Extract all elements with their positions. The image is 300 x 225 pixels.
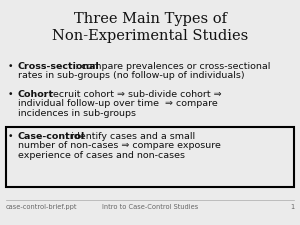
Text: case-control-brief.ppt: case-control-brief.ppt [6, 204, 77, 210]
Text: Three Main Types of
Non-Experimental Studies: Three Main Types of Non-Experimental Stu… [52, 12, 248, 43]
Text: incidences in sub-groups: incidences in sub-groups [18, 109, 136, 118]
Text: individual follow-up over time  ⇒ compare: individual follow-up over time ⇒ compare [18, 99, 218, 108]
Text: : identify cases and a small: : identify cases and a small [65, 132, 195, 141]
Text: 1: 1 [290, 204, 294, 210]
Text: : compare prevalences or cross-sectional: : compare prevalences or cross-sectional [75, 62, 270, 71]
Bar [6, 127, 294, 187]
Text: rates in sub-groups (no follow-up of individuals): rates in sub-groups (no follow-up of ind… [18, 72, 244, 81]
Text: experience of cases and non-cases: experience of cases and non-cases [18, 151, 185, 160]
Text: •: • [8, 132, 14, 141]
Text: Intro to Case-Control Studies: Intro to Case-Control Studies [102, 204, 198, 210]
Text: •: • [8, 90, 14, 99]
Text: Cohort: Cohort [18, 90, 54, 99]
Text: Cross-sectional: Cross-sectional [18, 62, 100, 71]
Text: •: • [8, 62, 14, 71]
Text: number of non-cases ⇒ compare exposure: number of non-cases ⇒ compare exposure [18, 142, 221, 151]
Text: : recruit cohort ⇒ sub-divide cohort ⇒: : recruit cohort ⇒ sub-divide cohort ⇒ [43, 90, 222, 99]
Text: Case-control: Case-control [18, 132, 85, 141]
